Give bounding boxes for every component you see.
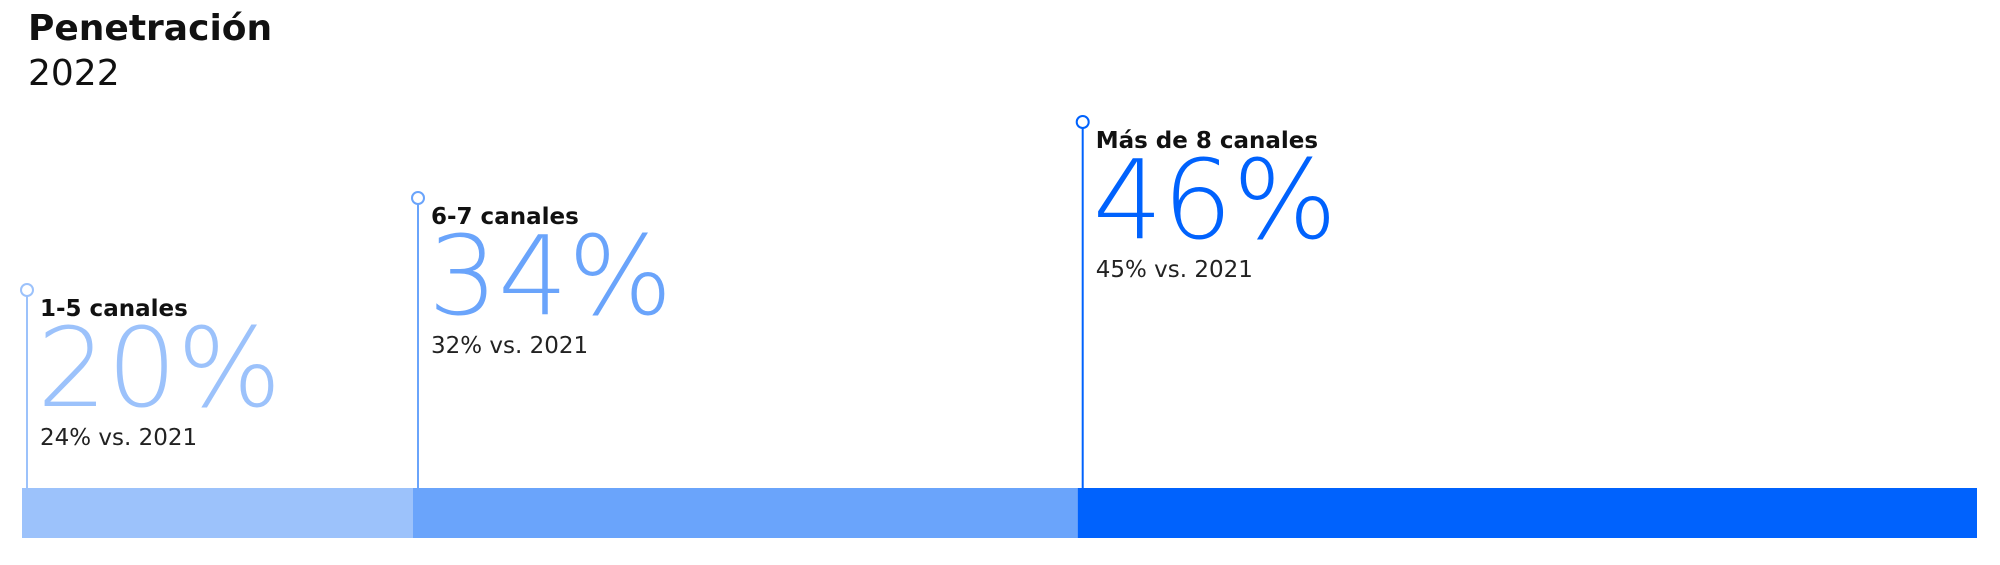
category-label: 6-7 canales xyxy=(431,204,579,230)
leader-dot xyxy=(1075,115,1090,129)
bar-segment xyxy=(22,488,413,538)
chart-subtitle: 2022 xyxy=(28,53,120,94)
comparison-label: 45% vs. 2021 xyxy=(1096,257,1253,283)
value-label: 46% xyxy=(1093,136,1338,264)
category-label: Más de 8 canales xyxy=(1096,128,1318,154)
value-label: 34% xyxy=(428,212,673,340)
leader-dot xyxy=(411,191,425,205)
value-label: 20% xyxy=(37,304,282,432)
leader-dot xyxy=(20,283,34,297)
chart-title: Penetración xyxy=(28,8,272,49)
category-label: 1-5 canales xyxy=(40,296,188,322)
comparison-label: 24% vs. 2021 xyxy=(40,425,197,451)
bar-segment xyxy=(413,488,1078,538)
comparison-label: 32% vs. 2021 xyxy=(431,333,588,359)
bar-segment xyxy=(1077,488,1977,538)
